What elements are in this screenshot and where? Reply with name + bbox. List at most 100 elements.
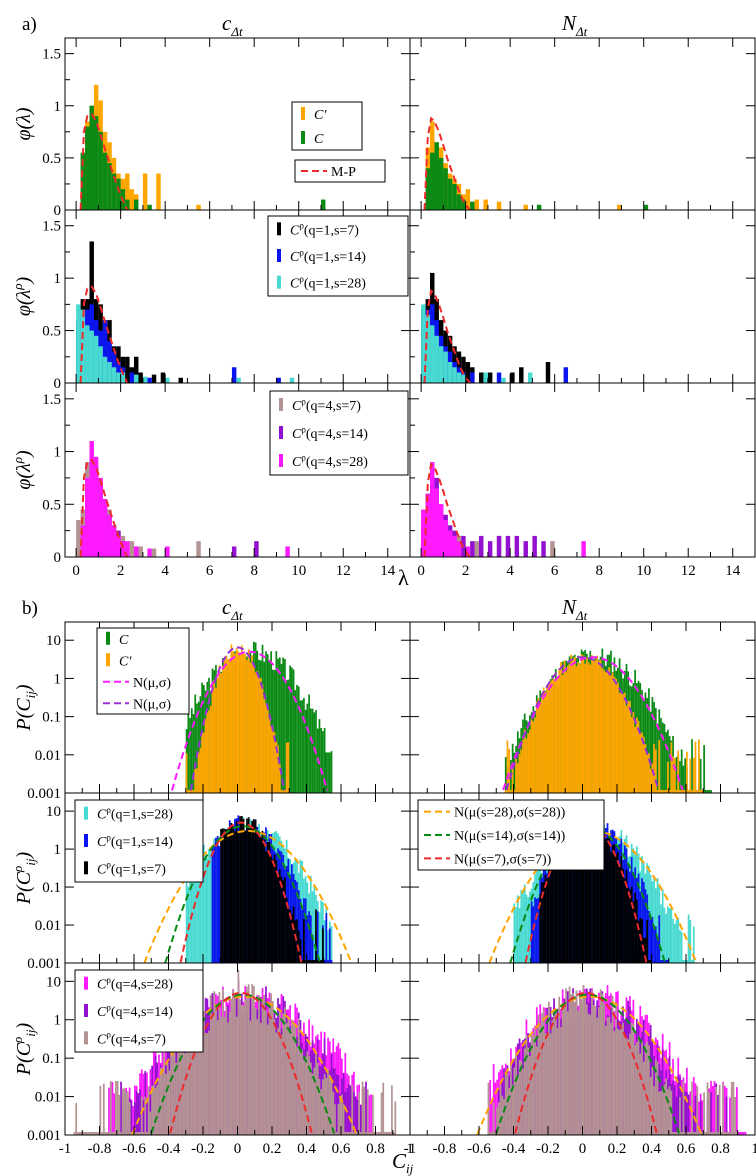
histogram-bar — [221, 828, 224, 963]
legend-swatch — [277, 275, 281, 289]
histogram-bar — [173, 1035, 176, 1135]
histogram-bar — [622, 1022, 624, 1135]
histogram-bar — [536, 204, 542, 210]
legend-swatch — [279, 454, 283, 467]
histogram-bar — [672, 918, 674, 963]
x-tick-label: 0.2 — [263, 1141, 282, 1157]
histogram-bar — [737, 1131, 740, 1135]
histogram-bar — [98, 131, 103, 210]
histogram-bar — [654, 926, 657, 963]
fit-curve — [189, 646, 286, 791]
plot-area — [488, 814, 698, 963]
histogram-bar — [196, 768, 198, 793]
histogram-bar — [165, 1073, 167, 1135]
panels: 0 0.5 1 1.5 φ(λ) C' C M-P 0 0.5 1 1.5 φ(λρ) Cρ(q=1,s=… — [10, 37, 756, 1157]
legend-label: N(μ(s=14),σ(s=14)) — [454, 829, 566, 844]
histogram-bar — [673, 923, 676, 963]
histogram-bar — [306, 959, 309, 963]
histogram-bar — [687, 789, 690, 793]
histogram-bar — [290, 1019, 293, 1135]
histogram-bar — [687, 1094, 690, 1135]
histogram-bar — [285, 680, 288, 793]
histogram-bar — [599, 659, 602, 793]
histogram-bar — [292, 1024, 295, 1135]
histogram-bar — [585, 826, 588, 963]
histogram-bar — [470, 541, 475, 557]
x-tick-label: -0.8 — [433, 1141, 457, 1157]
histogram-bar — [665, 959, 668, 963]
legend-box — [267, 215, 409, 297]
histogram-bar — [135, 1090, 138, 1135]
histogram-bar — [627, 887, 630, 963]
histogram-bar — [330, 751, 333, 793]
histogram-bar — [660, 904, 662, 963]
histogram-bar — [299, 898, 302, 963]
histogram-bar — [548, 1001, 550, 1135]
histogram-bar — [591, 814, 593, 963]
histogram-bar — [249, 1020, 252, 1135]
y-tick-label: 0.5 — [42, 324, 61, 340]
histogram-bar — [147, 1086, 150, 1135]
legend-label: Cρ(q=4,s=28) — [97, 975, 173, 993]
histogram-bar — [240, 815, 243, 963]
histogram-bar — [142, 173, 148, 210]
histogram-bar — [332, 1091, 335, 1135]
histogram-bar — [713, 1131, 716, 1135]
histogram-bar — [465, 362, 471, 383]
histogram-bar — [140, 1096, 143, 1135]
histogram-bar — [306, 915, 309, 963]
histogram-bar — [572, 992, 574, 1135]
histogram-bar — [496, 1079, 498, 1135]
histogram-bar — [330, 926, 333, 963]
legend-box — [74, 799, 204, 883]
histogram-bar — [258, 835, 260, 963]
histogram-bar — [113, 1093, 116, 1135]
histogram-bar — [135, 1131, 138, 1135]
histogram-bar — [572, 658, 574, 793]
x-tick-label: 0.4 — [642, 1141, 661, 1157]
histogram-bar — [380, 1092, 383, 1135]
histogram-bar — [675, 1131, 678, 1135]
histogram-bar — [316, 959, 319, 963]
histogram-bar — [698, 1131, 700, 1135]
plot-area — [421, 272, 569, 383]
legend-swatch — [84, 976, 88, 990]
histogram-bar — [308, 959, 310, 963]
histogram-bar — [108, 1131, 110, 1135]
histogram-bar — [544, 1032, 547, 1135]
histogram-bar — [253, 986, 255, 1135]
histogram-bar — [282, 789, 285, 793]
histogram-bar — [247, 817, 250, 963]
histogram-bar — [206, 857, 209, 963]
y-tick-label: 0.01 — [35, 918, 61, 934]
histogram-bar — [194, 869, 197, 963]
histogram-bar — [328, 1074, 331, 1135]
histogram-bar — [320, 727, 323, 793]
histogram-bar — [606, 837, 609, 963]
histogram-bar — [684, 758, 686, 793]
plot-area — [421, 462, 586, 557]
histogram-bar — [516, 1075, 519, 1135]
histogram-bar — [272, 1000, 274, 1135]
histogram-bar — [565, 828, 567, 963]
histogram-bar — [646, 754, 649, 793]
histogram-bar — [311, 708, 314, 793]
histogram-bar — [120, 1131, 122, 1135]
histogram-bar — [649, 959, 652, 963]
histogram-bar — [175, 1062, 178, 1135]
histogram-bar — [577, 823, 580, 963]
histogram-bar — [504, 789, 507, 793]
histogram-bar — [182, 1045, 185, 1135]
histogram-bar — [692, 1131, 695, 1135]
col-title-right-b: NΔt — [561, 595, 588, 623]
histogram-bar — [325, 913, 328, 963]
histogram-bar — [443, 351, 448, 383]
histogram-bar — [139, 1089, 141, 1135]
histogram-bar — [580, 654, 583, 793]
y-tick-label: 0 — [54, 203, 62, 219]
legend-box — [96, 627, 190, 715]
histogram-bar — [438, 504, 444, 557]
histogram-bar — [101, 1131, 103, 1135]
histogram-bar — [620, 856, 623, 963]
histogram-bar — [261, 684, 264, 793]
